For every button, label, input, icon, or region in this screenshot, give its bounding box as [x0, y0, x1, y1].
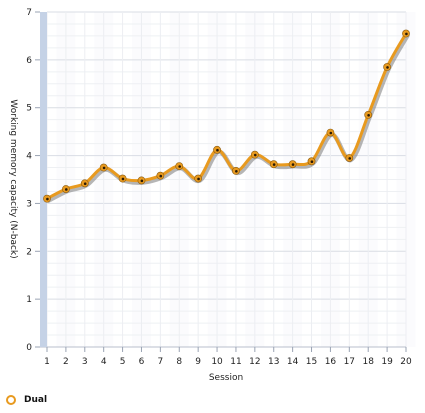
data-point-center: [235, 169, 238, 173]
x-tick-label: 11: [230, 357, 241, 367]
x-tick-label: 12: [249, 357, 260, 367]
data-point-center: [386, 66, 389, 69]
x-tick-label: 3: [82, 357, 88, 367]
data-point-center: [216, 148, 219, 152]
x-tick-label: 8: [176, 357, 182, 367]
x-tick-label: 13: [268, 357, 279, 367]
y-tick-label: 1: [26, 295, 32, 305]
data-point-center: [64, 188, 68, 191]
data-point-center: [329, 131, 333, 135]
data-point-center: [178, 165, 181, 168]
legend: Dual: [6, 395, 47, 405]
y-axis-ticks: 0 1 2 3 4 5 6 7: [26, 8, 40, 353]
data-point-center: [83, 182, 87, 186]
x-tick-label: 16: [325, 357, 337, 367]
data-point-center: [46, 197, 49, 201]
data-point-center: [348, 157, 352, 160]
x-tick-label: 2: [63, 357, 69, 367]
data-point-center: [102, 166, 106, 170]
x-tick-label: 7: [158, 357, 164, 367]
legend-label-dual: Dual: [24, 395, 48, 405]
data-point-center: [272, 163, 276, 166]
y-tick-label: 6: [26, 56, 32, 66]
x-tick-label: 18: [362, 357, 374, 367]
y-tick-label: 5: [26, 104, 32, 114]
y-tick-label: 7: [26, 8, 32, 18]
x-tick-label: 20: [400, 357, 412, 367]
data-point-center: [310, 160, 314, 164]
data-point-center: [405, 32, 408, 36]
x-tick-label: 10: [211, 357, 223, 367]
x-axis-ticks: 1 2 3 4 5 6 7 8 9 10 11 12 13 14 15 16 17 18 19 20: [44, 347, 412, 367]
x-axis-title: Session: [209, 373, 243, 383]
data-point-center: [291, 163, 295, 166]
x-tick-label: 1: [44, 357, 50, 367]
y-axis-title: Working memory capacity (N-back): [8, 99, 18, 258]
x-tick-label: 15: [306, 357, 317, 367]
legend-marker-dual: [6, 395, 16, 405]
data-point-center: [197, 177, 200, 181]
x-tick-label: 4: [101, 357, 107, 367]
data-point-center: [159, 174, 163, 178]
y-tick-label: 4: [26, 152, 32, 162]
x-tick-label: 14: [287, 357, 299, 367]
x-tick-label: 9: [195, 357, 201, 367]
series-points: [43, 29, 410, 203]
y-tick-label: 0: [26, 343, 32, 353]
y-tick-label: 3: [26, 199, 32, 209]
x-tick-label: 19: [381, 357, 393, 367]
y-axis-bar: [40, 12, 47, 347]
data-point-center: [140, 179, 144, 183]
x-tick-label: 6: [139, 357, 145, 367]
data-point-center: [253, 153, 257, 157]
x-tick-label: 5: [120, 357, 126, 367]
data-point-center: [367, 113, 370, 117]
y-tick-label: 2: [26, 247, 32, 257]
data-point-center: [121, 177, 125, 181]
x-tick-label: 17: [344, 357, 355, 367]
grid-lines: [40, 11, 407, 348]
